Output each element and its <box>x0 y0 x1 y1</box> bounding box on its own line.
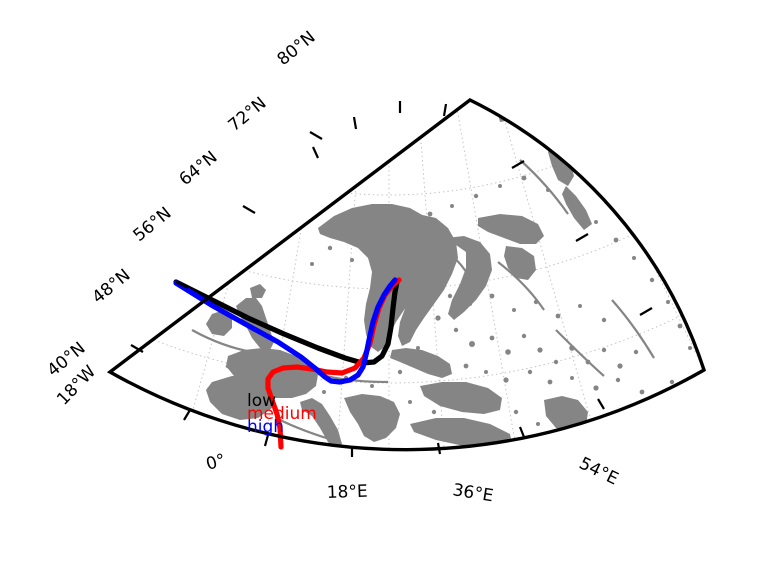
parallel-72N <box>110 100 704 196</box>
scandinavia-norway <box>318 204 436 352</box>
svalbard <box>366 101 402 132</box>
nz-south <box>548 138 574 186</box>
frame-ticks-left <box>130 131 323 353</box>
iberia <box>206 376 276 420</box>
white-sea <box>504 246 536 280</box>
trajectory-group <box>173 277 402 450</box>
nz-tail <box>562 186 592 230</box>
lon-label-0: 0° <box>204 450 228 475</box>
legend: low medium high <box>247 391 317 437</box>
italy <box>300 398 342 450</box>
frame-ticks-top <box>311 101 448 159</box>
ireland <box>206 310 232 336</box>
lat-label-80N: 80°N <box>274 27 320 70</box>
legend-label-low: low <box>247 391 276 411</box>
lon-label-54E: 54°E <box>576 454 622 490</box>
lat-label-56N: 56°N <box>130 203 176 246</box>
scandinavia-sweden <box>398 214 458 346</box>
lat-label-64N: 64°N <box>176 147 222 190</box>
track-high <box>173 277 398 385</box>
frame-ticks-bottom <box>183 398 605 457</box>
balkans <box>344 394 400 442</box>
map-frame <box>106 98 707 457</box>
novaya-zemlya <box>498 104 556 142</box>
baltic-coast <box>390 348 452 378</box>
lon-label-18E: 18°E <box>326 482 368 503</box>
track-low <box>173 279 400 366</box>
svalbard-b <box>400 112 416 126</box>
parallel-80N <box>110 100 704 102</box>
iceland <box>200 208 238 233</box>
black-sea-coast <box>420 382 502 414</box>
coastline-strokes <box>191 159 655 450</box>
map-frame-outline <box>106 98 707 452</box>
greenland-edge <box>258 120 344 204</box>
sicily <box>330 450 348 462</box>
frame-ticks-right <box>511 160 653 316</box>
lon-label-36E: 36°E <box>451 480 495 506</box>
legend-label-medium: medium <box>247 404 317 424</box>
anatolia <box>410 418 512 448</box>
lat-label-72N: 72°N <box>225 93 271 136</box>
kola-peninsula <box>478 214 544 244</box>
meridian-9W <box>172 100 390 450</box>
greenland-edge2 <box>300 112 340 150</box>
lat-label-48N: 48°N <box>89 265 135 308</box>
legend-label-high: high <box>247 417 284 437</box>
scotland-isles <box>250 284 266 298</box>
